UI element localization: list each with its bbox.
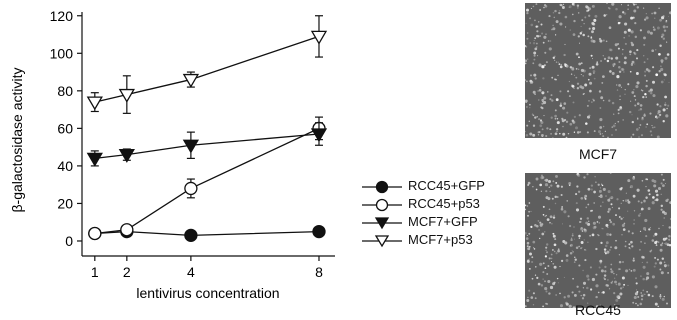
legend-filled-circle-marker (362, 180, 402, 194)
legend-filled-triangle-marker (362, 217, 402, 230)
data-point (184, 228, 198, 243)
series-line (94, 230, 320, 237)
y-axis-label: β-galactosidase activity (9, 67, 25, 212)
y-tick-label: 40 (57, 158, 73, 174)
data-point (310, 128, 328, 143)
micrograph-image (525, 3, 671, 138)
legend-label: RCC45+p53 (408, 196, 480, 211)
legend-open-triangle-marker (362, 235, 402, 248)
y-tick-label: 120 (50, 8, 74, 24)
line-chart: 0 20 40 60 80 100 120 1 2 4 8 β-galactosidase acti… (9, 8, 335, 301)
legend-label: RCC45+GFP (408, 178, 485, 193)
data-point (182, 73, 200, 88)
y-tick-label: 20 (57, 195, 73, 211)
y-tick-label: 80 (57, 83, 73, 99)
data-point (86, 152, 103, 167)
data-point (120, 223, 134, 237)
data-point (310, 30, 328, 45)
chart-axes: 0 20 40 60 80 100 120 1 2 4 8 (50, 8, 335, 280)
x-tick-label: 1 (91, 264, 99, 280)
data-point (312, 224, 326, 239)
x-tick-label: 2 (123, 264, 131, 280)
legend-open-circle-marker (362, 198, 402, 212)
data-point (182, 139, 200, 154)
chart-series (86, 15, 328, 243)
legend-label: MCF7+p53 (408, 232, 473, 247)
x-tick-label: 4 (187, 264, 195, 280)
data-point (86, 96, 103, 111)
y-tick-label: 60 (57, 120, 73, 136)
data-point (88, 226, 102, 241)
micrograph-image (525, 173, 671, 308)
x-axis-label: lentivirus concentration (136, 285, 279, 301)
micrograph-caption: MCF7 (578, 146, 618, 162)
y-tick-label: 100 (50, 45, 74, 61)
legend-label: MCF7+GFP (408, 214, 478, 229)
series-line (94, 127, 320, 235)
data-point (118, 88, 135, 103)
series-line (94, 35, 320, 103)
x-tick-label: 8 (315, 264, 323, 280)
micrograph-caption: RCC45 (575, 302, 621, 318)
data-point (118, 148, 135, 163)
series-line (94, 133, 320, 160)
data-point (184, 181, 198, 196)
y-tick-label: 0 (65, 233, 73, 249)
